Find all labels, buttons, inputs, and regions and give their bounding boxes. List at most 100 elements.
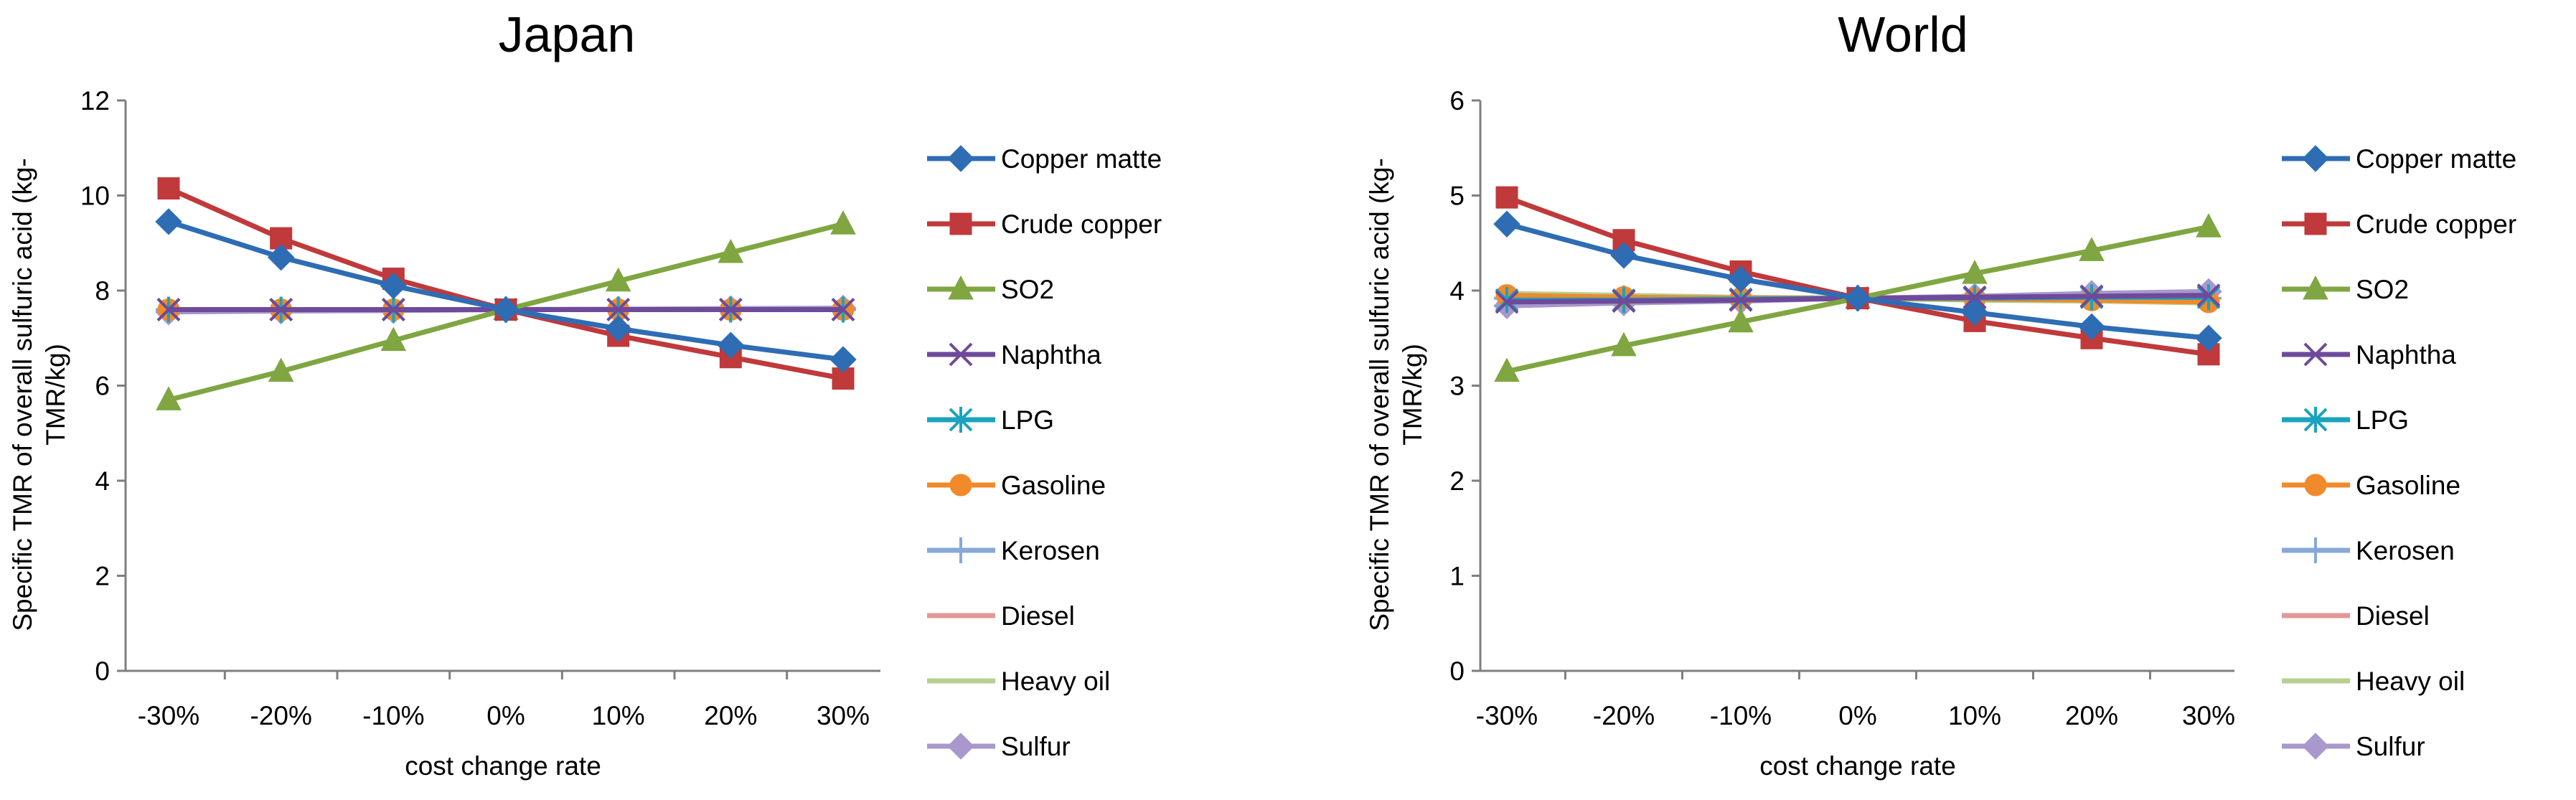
data-point-copper-matte [267,243,295,271]
legend-label: Copper matte [1001,144,1162,174]
legend-marker [947,145,974,172]
y-tick-label: 4 [1449,276,1465,306]
y-tick-label: 0 [95,657,110,686]
legend-label: SO2 [1001,275,1054,304]
data-point-so2 [1494,357,1520,382]
legend-label: SO2 [2356,275,2409,304]
legend-label: Heavy oil [2356,667,2465,696]
y-axis-label-line2: TMR/kg) [1398,344,1427,446]
data-point-copper-matte [155,208,182,235]
x-tick-label: -10% [362,701,424,730]
data-point-so2 [1611,331,1637,357]
x-tick-label: -30% [138,701,199,730]
y-tick-label: 2 [1449,466,1465,496]
legend-marker [2303,275,2328,300]
legend-marker [2303,342,2328,367]
legend-item-kerosen: Kerosen [2282,536,2455,565]
legend-item-diesel: Diesel [927,601,1075,631]
data-point-so2 [1962,260,1988,284]
data-point-naphtha [606,298,631,321]
legend-marker [948,537,974,563]
data-point-naphtha [1495,290,1519,314]
legend-label: Diesel [2356,601,2430,631]
legend-item-diesel: Diesel [2282,601,2430,631]
y-tick-label: 10 [80,182,110,211]
y-axis-label-line1: Specific TMR of overall sulfuric acid (k… [1365,158,1394,631]
legend-label: Copper matte [2356,144,2516,174]
plot-area: 0 2 4 6 8 10 12 -30% -20% -10% 0% 10% 20% 30% [80,86,880,730]
x-tick-label: 30% [2182,701,2235,730]
legend-label: Crude copper [2356,210,2516,239]
panel-world: World cost change rate Specific TMR of o… [1365,6,2516,781]
x-axis-label: cost change rate [1759,751,1956,781]
data-point-naphtha [269,298,293,321]
legend-item-so2: SO2 [927,275,1054,304]
chart-title: Japan [499,6,636,62]
data-point-so2 [1728,308,1754,333]
y-tick-label: 4 [95,466,110,496]
y-tick-label: 0 [1449,657,1465,686]
y-tick-label: 1 [1449,562,1465,591]
data-point-copper-matte [829,346,857,373]
legend-marker [2303,537,2328,563]
legend-item-crude-copper: Crude copper [927,210,1162,239]
data-point-copper-matte [2078,313,2105,341]
y-axis-label-line1: Specific TMR of overall sulfuric acid (k… [8,158,37,631]
chart-title: World [1838,6,1968,62]
y-tick-label: 6 [95,372,110,401]
legend-label: LPG [2356,405,2409,435]
data-point-so2 [2079,237,2105,261]
legend-label: Naphtha [2356,340,2456,370]
legend-item-sulfur: Sulfur [927,732,1071,761]
x-tick-label: 10% [1948,701,2001,730]
legend: Copper matte Crude copper SO2 Naphtha LPG Gas… [927,144,1162,761]
series-copper-matte [155,208,857,373]
legend-marker [2302,145,2329,172]
series-copper-matte [1493,210,2222,352]
legend-item-crude-copper: Crude copper [2282,210,2516,239]
legend-label: Sulfur [2356,732,2425,761]
legend-item-naphtha: Naphtha [927,340,1101,370]
x-tick-label: 20% [2065,701,2118,730]
data-point-naphtha [2196,283,2221,308]
data-point-copper-matte [1961,298,1988,326]
legend-item-so2: SO2 [2282,275,2409,304]
legend-label: Diesel [1001,601,1075,631]
data-point-copper-matte [1610,242,1637,269]
legend-item-gasoline: Gasoline [927,471,1106,500]
legend-marker [949,212,972,235]
y-tick-label: 3 [1449,372,1465,401]
y-tick-label: 8 [95,276,110,306]
legend-marker [2304,212,2327,235]
plot-area: 0 1 2 3 4 5 6 -30% -20% -10% 0% 10% 20% 30% [1449,86,2235,730]
legend-marker [949,407,973,433]
legend-label: Heavy oil [1001,667,1110,696]
x-tick-label: 10% [592,701,645,730]
legend-marker [947,733,974,760]
data-point-crude-copper [1495,186,1518,209]
y-tick-label: 2 [95,562,110,591]
legend: Copper matte Crude copper SO2 Naphtha LPG Gas… [2282,144,2516,761]
data-point-so2 [830,210,856,235]
x-tick-label: 20% [704,701,757,730]
data-point-naphtha [156,298,181,321]
x-tick-label: -30% [1476,701,1538,730]
legend-item-copper-matte: Copper matte [927,144,1162,174]
legend-item-heavy-oil: Heavy oil [927,667,1110,696]
data-point-so2 [156,386,182,410]
x-tick-label: 30% [817,701,870,730]
x-tick-label: -20% [1593,701,1655,730]
series-line-crude-copper [167,186,844,382]
x-tick-label: 0% [1838,701,1876,730]
data-point-so2 [380,326,407,352]
x-tick-label: -10% [1710,701,1772,730]
data-point-naphtha [1962,285,1987,309]
data-point-naphtha [718,298,743,321]
legend-item-naphtha: Naphtha [2282,340,2456,370]
legend-item-lpg: LPG [927,405,1054,435]
data-point-copper-matte [717,331,745,359]
y-tick-label: 12 [80,86,110,116]
x-axis-label: cost change rate [405,751,601,781]
legend-item-lpg: LPG [2282,405,2409,435]
